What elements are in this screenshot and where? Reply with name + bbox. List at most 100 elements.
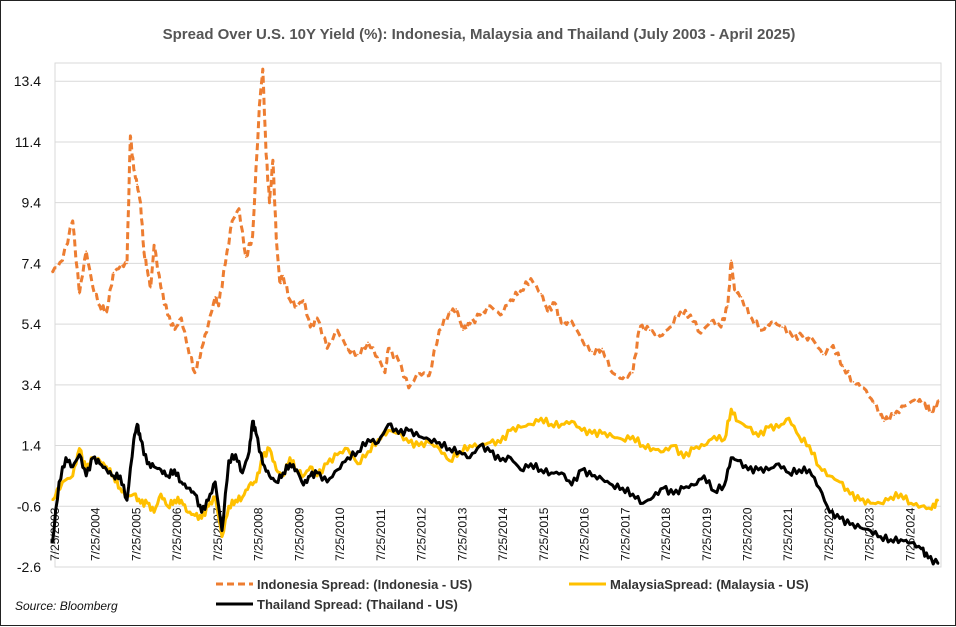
- data-point-indonesia: [438, 329, 441, 332]
- data-point-thailand: [591, 475, 593, 477]
- data-point-thailand: [601, 478, 603, 480]
- data-point-malaysia: [662, 450, 665, 453]
- data-point-thailand: [71, 466, 74, 468]
- data-point-indonesia: [217, 305, 220, 307]
- data-point-thailand: [316, 472, 318, 474]
- data-point-indonesia: [309, 326, 312, 328]
- data-point-indonesia: [570, 320, 573, 322]
- x-tick-label: 7/25/2013: [455, 507, 469, 561]
- data-point-indonesia: [180, 317, 183, 319]
- series-malaysia: [51, 407, 940, 539]
- x-tick-label: 7/25/2024: [903, 507, 917, 561]
- data-point-malaysia: [160, 493, 162, 495]
- data-point-indonesia: [462, 329, 464, 332]
- data-point-indonesia: [51, 271, 54, 274]
- data-point-thailand: [890, 538, 892, 541]
- data-point-thailand: [550, 472, 553, 474]
- data-point-thailand: [737, 459, 739, 462]
- data-point-thailand: [78, 453, 81, 456]
- data-point-indonesia: [61, 259, 64, 262]
- data-point-indonesia: [873, 402, 875, 404]
- data-point-malaysia: [357, 463, 359, 465]
- data-point-malaysia: [289, 456, 291, 459]
- plot-area: [54, 62, 942, 568]
- data-point-indonesia: [448, 311, 451, 313]
- data-point-indonesia: [346, 347, 349, 350]
- data-point-thailand: [295, 469, 298, 471]
- data-point-malaysia: [737, 420, 739, 423]
- data-point-malaysia: [200, 517, 203, 520]
- data-point-indonesia: [733, 289, 736, 292]
- data-point-thailand: [428, 438, 430, 441]
- data-point-indonesia: [149, 286, 152, 289]
- data-point-indonesia: [187, 347, 189, 350]
- data-point-indonesia: [883, 420, 885, 423]
- data-point-malaysia: [119, 487, 121, 489]
- data-point-thailand: [251, 420, 254, 423]
- data-point-indonesia: [679, 311, 682, 313]
- data-point-malaysia: [153, 511, 155, 514]
- data-point-indonesia: [272, 159, 274, 161]
- data-point-thailand: [540, 469, 542, 471]
- data-point-thailand: [839, 517, 841, 520]
- data-point-thailand: [937, 563, 940, 565]
- data-point-thailand: [910, 541, 912, 544]
- y-tick-label: 11.4: [15, 134, 41, 150]
- data-point-indonesia: [740, 296, 743, 298]
- data-point-indonesia: [357, 353, 359, 356]
- data-point-thailand: [357, 450, 359, 453]
- data-point-malaysia: [540, 417, 542, 420]
- data-point-malaysia: [682, 456, 685, 459]
- series-thailand: [50, 419, 940, 566]
- data-point-malaysia: [180, 499, 183, 502]
- data-point-thailand: [418, 435, 420, 438]
- data-point-indonesia: [659, 335, 661, 338]
- data-point-malaysia: [336, 453, 339, 456]
- data-point-indonesia: [245, 256, 247, 259]
- data-point-thailand: [920, 548, 923, 550]
- data-point-malaysia: [713, 435, 715, 438]
- data-point-thailand: [112, 475, 115, 477]
- series-layer: [50, 67, 940, 566]
- x-tick-label: 7/25/2015: [537, 507, 551, 561]
- data-point-indonesia: [771, 320, 773, 322]
- data-point-malaysia: [309, 466, 312, 468]
- data-point-indonesia: [136, 183, 138, 186]
- data-point-malaysia: [642, 444, 644, 447]
- data-point-thailand: [51, 541, 54, 544]
- data-point-thailand: [900, 538, 902, 541]
- data-point-thailand: [255, 432, 257, 435]
- data-point-indonesia: [105, 311, 108, 313]
- data-point-indonesia: [99, 305, 101, 307]
- data-point-thailand: [621, 487, 624, 489]
- data-point-indonesia: [547, 311, 549, 313]
- data-point-thailand: [879, 535, 882, 538]
- data-point-indonesia: [621, 378, 624, 380]
- data-point-thailand: [65, 456, 67, 459]
- data-point-thailand: [228, 459, 230, 462]
- data-point-malaysia: [228, 505, 230, 508]
- data-point-thailand: [377, 441, 380, 444]
- data-point-indonesia: [601, 347, 603, 350]
- data-point-malaysia: [777, 426, 780, 429]
- data-point-indonesia: [139, 201, 142, 204]
- data-point-indonesia: [428, 374, 430, 377]
- data-point-thailand: [798, 469, 800, 471]
- data-point-malaysia: [407, 441, 410, 444]
- data-point-indonesia: [92, 286, 94, 289]
- data-point-indonesia: [499, 314, 502, 316]
- data-point-indonesia: [377, 356, 380, 359]
- x-tick-label: 7/25/2011: [374, 508, 388, 561]
- data-point-indonesia: [316, 317, 318, 319]
- data-point-malaysia: [367, 450, 369, 453]
- series-indonesia: [50, 67, 940, 423]
- data-point-thailand: [99, 463, 101, 465]
- data-point-malaysia: [316, 475, 318, 477]
- data-point-thailand: [611, 484, 614, 486]
- data-point-indonesia: [801, 335, 804, 338]
- data-point-indonesia: [842, 365, 844, 368]
- data-point-thailand: [499, 459, 502, 462]
- data-point-malaysia: [652, 447, 654, 450]
- data-point-malaysia: [723, 438, 726, 441]
- data-point-thailand: [207, 499, 210, 502]
